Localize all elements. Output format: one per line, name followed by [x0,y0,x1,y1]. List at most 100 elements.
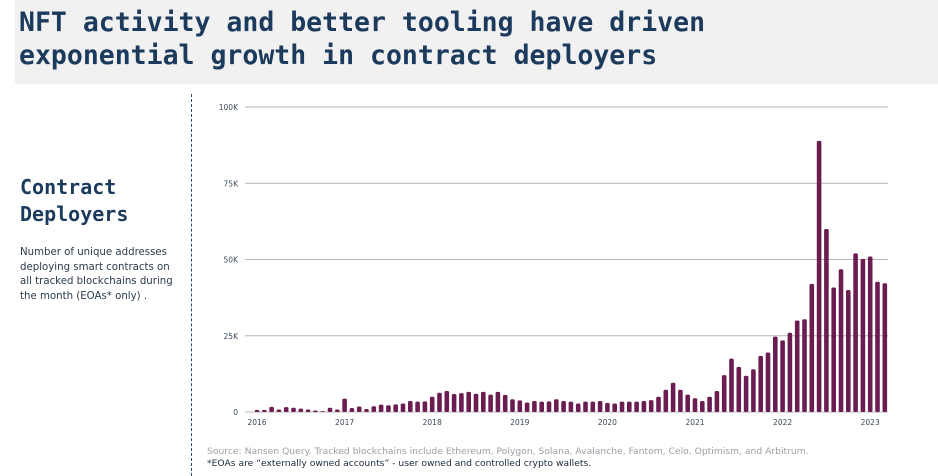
bar [670,382,676,412]
bar [298,408,304,412]
bar [342,398,347,412]
y-tick-label: 0 [233,408,238,417]
bar [809,283,815,412]
section-title-line-1: Contract [20,175,117,199]
bar [707,396,712,412]
bar [597,401,603,412]
bar [605,402,610,412]
bar [305,409,311,412]
y-tick-label: 100K [219,103,239,112]
bar [335,409,340,412]
bar [743,375,749,412]
bar [546,401,552,412]
x-tick-label: 2022 [773,418,792,427]
x-tick-label: 2023 [861,418,880,427]
bar [816,140,822,413]
bar [860,258,866,412]
x-tick-label: 2019 [510,418,529,427]
x-tick-label: 2017 [335,418,354,427]
bar [721,375,727,412]
title-line-1: NFT activity and better tooling have dri… [19,7,706,38]
bar [488,394,493,412]
bar [554,399,559,412]
bar [473,393,479,412]
bar [495,391,501,412]
bar [481,391,486,412]
bar [532,401,537,412]
bar [510,399,515,412]
bar [729,358,734,412]
bar [408,401,413,412]
bar [502,394,508,412]
bar [692,398,698,412]
bar [619,401,625,412]
bar [641,401,647,412]
bar [320,411,325,412]
bar [349,408,355,412]
bar [269,406,274,412]
bar [700,401,705,412]
x-tick-label: 2018 [423,418,442,427]
bar [846,290,851,412]
section-description: Number of unique addresses deploying sma… [20,247,173,302]
bar [648,400,654,412]
bar [882,283,888,412]
bar [539,401,544,412]
bar [422,401,428,412]
bar [751,369,756,412]
bar [736,366,742,412]
bar [824,229,829,412]
bar [875,281,880,412]
dashed-divider [191,94,192,476]
bar [262,409,267,412]
bar [254,409,260,412]
section-title: Contract Deployers [20,174,180,228]
x-tick-label: 2016 [247,418,266,427]
bar [283,407,289,412]
bar [364,408,369,412]
bar [561,401,566,412]
section-title-line-2: Deployers [20,202,129,226]
bar [466,391,471,412]
bar [758,355,763,412]
footnote: *EOAs are “externally owned accounts” - … [207,458,592,469]
bar [794,320,800,412]
bar [451,394,457,412]
bar [612,403,617,412]
bar [663,389,669,412]
bar [634,401,639,412]
bar [415,401,420,412]
bar [787,332,793,412]
bar [568,401,574,412]
x-tick-label: 2021 [685,418,704,427]
bar [867,256,873,412]
y-tick-label: 75K [224,179,240,188]
bar [780,340,785,412]
bar [524,402,530,412]
y-tick-label: 50K [224,256,240,265]
y-tick-label: 25K [224,332,240,341]
bar [831,287,836,412]
bar [853,253,858,412]
bar [627,401,632,412]
bar [765,352,771,412]
bar [393,404,398,412]
bar [656,396,661,412]
bar [386,405,391,412]
bar [838,269,844,412]
bar [773,336,778,412]
bar [371,406,377,412]
bar [276,409,282,412]
source-note: Source: Nansen Query. Tracked blockchain… [207,446,809,457]
header-banner [15,0,938,84]
bar [575,403,581,412]
bar [429,396,435,412]
bar [583,401,588,412]
page-title: NFT activity and better tooling have dri… [19,6,705,72]
bar [590,401,596,412]
bar [327,407,333,412]
title-line-2: exponential growth in contract deployers [19,40,658,71]
bar [313,410,318,412]
bar [685,394,690,412]
